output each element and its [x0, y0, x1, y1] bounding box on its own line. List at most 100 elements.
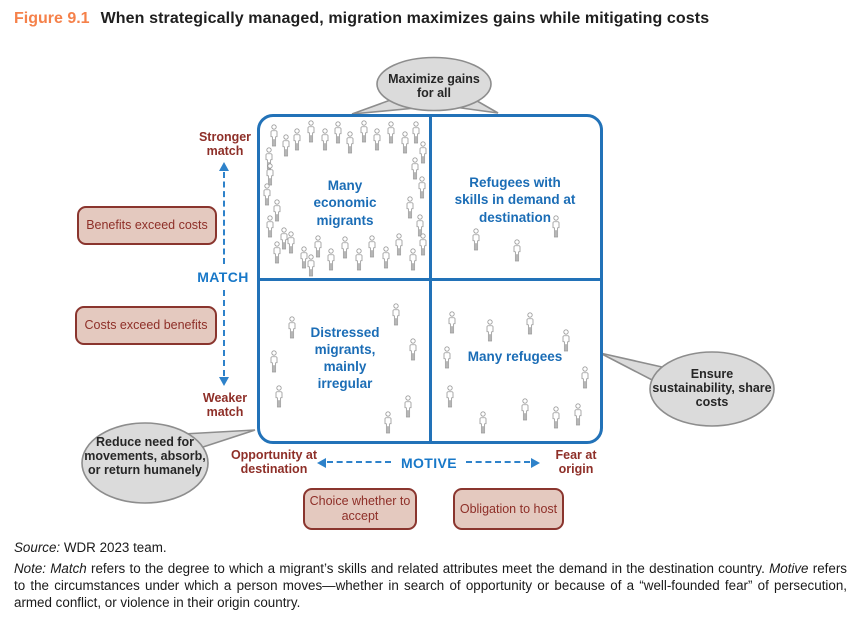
- person-icon: [273, 385, 284, 409]
- person-icon: [355, 247, 363, 270]
- quadrant-label: Many refugees: [467, 349, 563, 365]
- person-icon: [392, 302, 400, 326]
- note-segment-italic: Note: Match: [14, 561, 87, 576]
- person-icon: [382, 411, 393, 435]
- person-icon: [579, 366, 590, 390]
- person-icon: [395, 233, 403, 256]
- person-icon: [401, 131, 408, 154]
- figure-number: Figure 9.1: [14, 10, 90, 27]
- person-icon: [412, 121, 420, 144]
- person-icon: [447, 311, 458, 335]
- person-icon: [307, 119, 315, 143]
- quadrant-label: Distressed migrants, mainly irregular: [310, 324, 380, 392]
- person-icon: [408, 338, 419, 362]
- person-icon: [373, 128, 381, 151]
- match-axis-dashed-line-upper: [223, 172, 225, 264]
- person-icon: [345, 131, 356, 155]
- bubble-text-reduce-need: Reduce need for movements, absorb, or re…: [84, 435, 206, 477]
- person-icon: [270, 349, 278, 373]
- person-icon: [511, 239, 522, 263]
- person-icon: [334, 121, 342, 144]
- person-icon: [372, 128, 383, 152]
- person-icon: [470, 228, 481, 252]
- person-icon: [292, 128, 303, 152]
- person-icon: [445, 385, 456, 409]
- person-icon: [382, 246, 390, 269]
- figure-title-text: When strategically managed, migration ma…: [100, 10, 710, 27]
- quadrant-top-left: Many economic migrants: [260, 117, 430, 279]
- bubble-ellipse: [649, 351, 775, 427]
- person-icon: [321, 128, 329, 151]
- person-icon: [402, 395, 413, 419]
- match-motive-matrix: Many economic migrants Refugees with ski…: [257, 114, 603, 444]
- person-icon: [307, 254, 315, 277]
- person-icon: [346, 131, 354, 154]
- person-icon: [327, 247, 335, 270]
- person-icon: [419, 233, 427, 256]
- arrow-up-icon: [219, 162, 229, 171]
- person-icon: [404, 395, 412, 418]
- person-icon: [380, 246, 391, 270]
- person-icon: [340, 236, 351, 260]
- quadrant-label: Refugees with skills in demand at destin…: [454, 175, 576, 225]
- speech-bubble-right: [599, 351, 775, 427]
- person-icon: [416, 213, 424, 236]
- person-icon: [293, 128, 301, 151]
- person-icon: [574, 403, 582, 426]
- person-icon: [442, 346, 453, 370]
- person-icon: [278, 226, 289, 251]
- motive-axis-fear-label: Fear at origin: [555, 448, 597, 477]
- matrix-divider-horizontal: [260, 277, 600, 281]
- benefits-exceed-costs-box: Benefits exceed costs: [77, 206, 217, 245]
- obligation-to-host-box: Obligation to host: [453, 488, 564, 530]
- person-icon: [273, 241, 281, 264]
- person-icon: [472, 228, 480, 251]
- person-icon: [562, 328, 570, 351]
- person-icon: [319, 128, 330, 152]
- match-axis-dashed-line-lower: [223, 290, 225, 376]
- person-icon: [275, 385, 283, 408]
- person-icon: [404, 196, 415, 220]
- person-icon: [280, 226, 288, 249]
- person-icon: [484, 319, 495, 343]
- person-icon: [268, 349, 279, 374]
- note-segment: refers to the circumstances under which …: [14, 561, 847, 611]
- source-label: Source:: [14, 540, 61, 555]
- note-text: Note: Match refers to the degree to whic…: [14, 560, 847, 611]
- person-icon: [273, 199, 281, 222]
- person-icon: [287, 315, 298, 340]
- person-icon: [446, 385, 454, 408]
- person-icon: [300, 246, 308, 269]
- person-icon: [419, 140, 427, 164]
- arrow-left-icon: [317, 458, 326, 468]
- person-icon: [391, 302, 402, 327]
- motive-axis-opportunity-label: Opportunity at destination: [230, 448, 318, 477]
- person-icon: [270, 124, 278, 147]
- person-icon: [360, 119, 368, 143]
- person-icon: [521, 398, 529, 421]
- person-icon: [418, 233, 429, 257]
- person-icon: [448, 311, 456, 334]
- motive-axis-dashed-line-right: [466, 461, 530, 463]
- match-axis-stronger-label: Stronger match: [198, 130, 252, 159]
- arrow-right-icon: [531, 458, 540, 468]
- person-icon: [341, 236, 349, 259]
- person-icon: [550, 215, 561, 239]
- bubble-ellipse: [81, 422, 209, 504]
- person-icon: [486, 319, 493, 342]
- person-icon: [525, 312, 536, 336]
- person-icon: [479, 411, 487, 434]
- person-icon: [572, 403, 583, 427]
- person-icon: [394, 233, 405, 257]
- match-axis-label: MATCH: [197, 269, 249, 285]
- person-icon: [387, 121, 395, 144]
- source-text: WDR 2023 team.: [60, 540, 167, 555]
- person-icon: [416, 176, 427, 200]
- quadrant-label: Many economic migrants: [313, 178, 377, 228]
- person-icon: [552, 215, 560, 238]
- person-icon: [384, 411, 391, 434]
- person-icon: [385, 121, 396, 145]
- costs-exceed-benefits-box: Costs exceed benefits: [75, 306, 217, 345]
- person-icon: [306, 119, 317, 144]
- person-icon: [358, 119, 369, 144]
